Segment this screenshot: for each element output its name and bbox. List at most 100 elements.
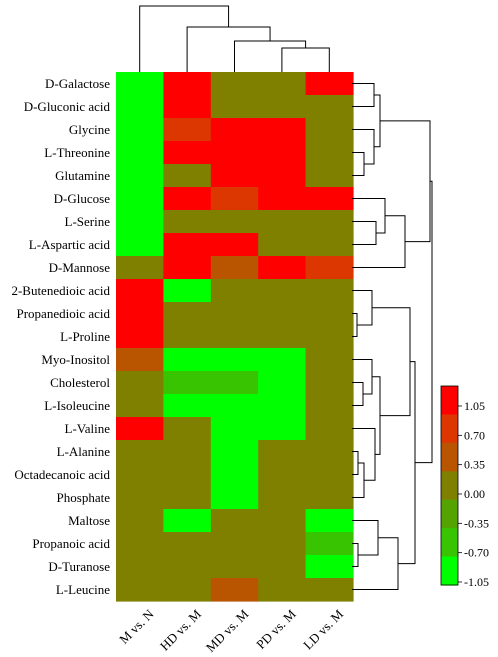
- heatmap-cell: [163, 509, 212, 533]
- heatmap-cell: [258, 95, 307, 119]
- heatmap-cell: [163, 394, 212, 418]
- dendrogram-branch: [139, 5, 230, 72]
- heatmap-cell: [258, 417, 307, 441]
- legend-tick-label: -1.05: [464, 575, 489, 589]
- heatmap-cell: [258, 578, 307, 602]
- heatmap-cell: [305, 233, 354, 257]
- heatmap-cell: [116, 72, 164, 96]
- row-label: L-Aspartic acid: [29, 237, 111, 252]
- heatmap-cell: [116, 463, 164, 487]
- legend-tick-label: -0.70: [464, 546, 489, 560]
- legend-swatch: [441, 556, 458, 586]
- heatmap-cell: [210, 348, 259, 372]
- heatmap-cell: [305, 578, 354, 602]
- heatmap-cell: [305, 164, 354, 188]
- dendrogram-branch: [352, 152, 365, 176]
- legend-tick-label: -0.35: [464, 516, 489, 530]
- row-label: L-Alanine: [57, 444, 111, 459]
- heatmap-cell: [305, 279, 354, 303]
- heatmap-cell: [163, 187, 212, 211]
- legend-swatch: [441, 386, 458, 416]
- heatmap-cell: [210, 578, 259, 602]
- heatmap-cell: [210, 72, 259, 96]
- heatmap-cell: [210, 302, 259, 326]
- heatmap-cell: [210, 555, 259, 579]
- heatmap-cell: [258, 233, 307, 257]
- column-dendrogram: [139, 5, 330, 72]
- heatmap-cell: [116, 348, 164, 372]
- row-labels: D-Galactose D-Gluconic acid Glycine L-Threo…: [11, 76, 110, 597]
- heatmap-cell: [210, 440, 259, 464]
- row-label: Glycine: [69, 122, 110, 137]
- row-label: D-Galactose: [45, 76, 110, 91]
- row-label: D-Gluconic acid: [24, 99, 111, 114]
- heatmap-cell: [258, 164, 307, 188]
- heatmap-cell: [258, 302, 307, 326]
- heatmap-cell: [305, 440, 354, 464]
- heatmap-cell: [163, 371, 212, 395]
- dendrogram-branch: [352, 198, 386, 234]
- heatmap-cell: [305, 302, 354, 326]
- heatmap-cell: [210, 325, 259, 349]
- legend-tick-label: 0.00: [464, 487, 485, 501]
- heatmap-cell: [163, 233, 212, 257]
- heatmap-cell: [116, 302, 164, 326]
- heatmap-cell: [305, 210, 354, 234]
- dendrogram-branch: [352, 537, 399, 590]
- heatmap-cell: [163, 164, 212, 188]
- row-label: D-Mannose: [49, 260, 111, 275]
- dendrogram-branch: [186, 26, 271, 72]
- heatmap-cell: [210, 141, 259, 165]
- heatmap-cell: [116, 555, 164, 579]
- heatmap-cell: [116, 187, 164, 211]
- heatmap-cell: [163, 141, 212, 165]
- heatmap-cell: [258, 486, 307, 510]
- heatmap-cell: [305, 256, 354, 280]
- row-label: D-Turanose: [48, 559, 110, 574]
- row-label: Cholesterol: [50, 375, 110, 390]
- heatmap-cell: [210, 532, 259, 556]
- heatmap-cell: [305, 486, 354, 510]
- heatmap-cells: [116, 72, 354, 602]
- row-label: Glutamine: [55, 168, 110, 183]
- heatmap-cell: [305, 187, 354, 211]
- dendrogram-branch: [352, 83, 375, 107]
- heatmap-cell: [305, 72, 354, 96]
- heatmap-cell: [210, 95, 259, 119]
- heatmap-cell: [163, 95, 212, 119]
- row-label: Octadecanoic acid: [14, 467, 110, 482]
- heatmap-cell: [163, 256, 212, 280]
- row-label: L-Threonine: [44, 145, 110, 160]
- heatmap-cell: [163, 486, 212, 510]
- heatmap-cell: [116, 532, 164, 556]
- row-label: Phosphate: [57, 490, 111, 505]
- heatmap-cell: [258, 440, 307, 464]
- heatmap-cell: [116, 118, 164, 142]
- row-label: L-Serine: [65, 214, 111, 229]
- dendrogram-branch: [352, 215, 406, 268]
- legend-tick-label: 0.35: [464, 458, 485, 472]
- heatmap-cell: [305, 118, 354, 142]
- heatmap-cell: [210, 256, 259, 280]
- heatmap-cell: [258, 141, 307, 165]
- heatmap-cell: [305, 371, 354, 395]
- dendrogram-branch: [372, 376, 381, 455]
- heatmap-cell: [305, 532, 354, 556]
- dendrogram-branch: [398, 361, 416, 565]
- dendrogram-branch: [352, 359, 373, 395]
- heatmap-cell: [210, 394, 259, 418]
- heatmap-cell: [116, 95, 164, 119]
- heatmap-cell: [163, 118, 212, 142]
- heatmap-cell: [210, 463, 259, 487]
- column-labels: M vs. N HD vs. MMD vs. M PD vs. M LD vs. M: [116, 606, 346, 655]
- heatmap-cell: [210, 187, 259, 211]
- row-label: Propanoic acid: [32, 536, 110, 551]
- heatmap-cell: [210, 233, 259, 257]
- column-label: M vs. N: [116, 606, 157, 647]
- heatmap-cell: [116, 578, 164, 602]
- heatmap-cell: [305, 141, 354, 165]
- heatmap-cell: [116, 440, 164, 464]
- row-label: L-Proline: [60, 329, 110, 344]
- legend-swatch: [441, 442, 458, 472]
